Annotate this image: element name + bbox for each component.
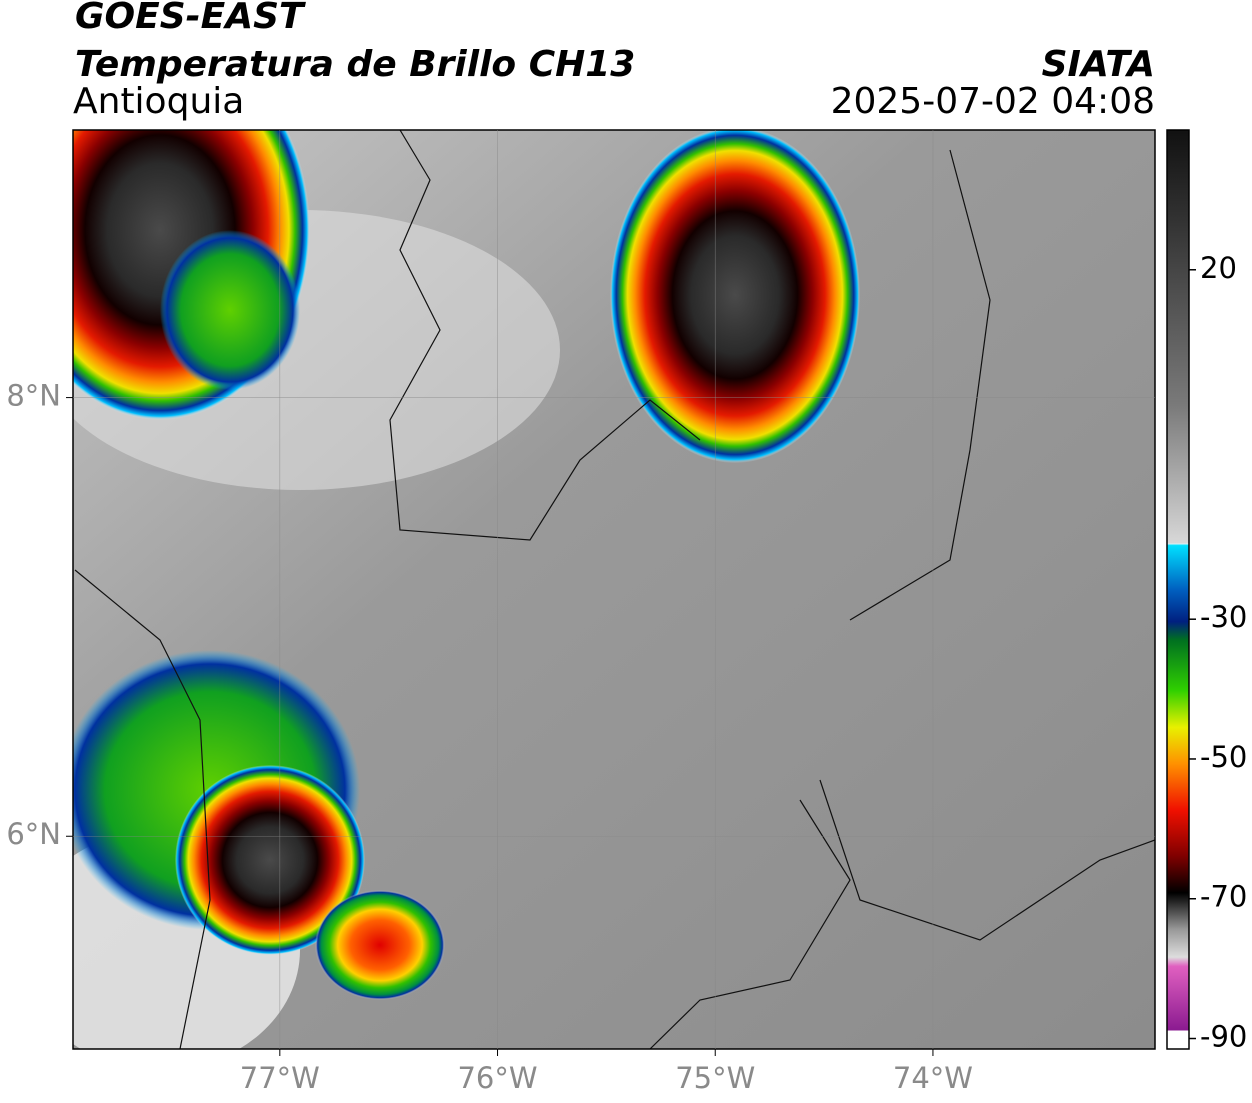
x-tick-label: 74°W [893,1061,973,1095]
region: Antioquia [73,81,244,122]
x-tick-label: 76°W [457,1061,537,1095]
x-tick-label: 75°W [675,1061,755,1095]
colorbar-tick-label: -90 [1200,1020,1247,1054]
colorbar-tick-label: -70 [1200,880,1247,914]
satellite-image [73,130,1155,1049]
colorbar-tick-label: -30 [1200,600,1247,634]
colorbar [1166,129,1190,1050]
y-tick-label: 6°N [6,817,61,851]
y-tick-label: 8°N [6,379,61,413]
colorbar-tick-label: 20 [1200,251,1237,285]
map-frame [72,129,1156,1050]
x-tick-label: 77°W [240,1061,320,1095]
colorbar-tick-label: -50 [1200,740,1247,774]
title: GOES-EAST [75,0,306,37]
subtitle: Temperatura de Brillo CH13 [75,44,635,85]
datetime: 2025-07-02 04:08 [831,81,1155,122]
source: SIATA [1042,44,1155,85]
